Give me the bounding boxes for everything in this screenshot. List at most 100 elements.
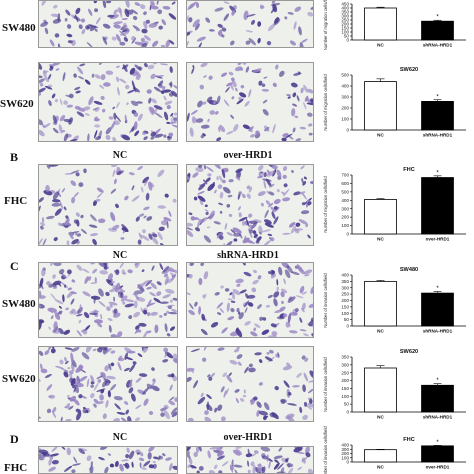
y-tick-label: 200: [341, 378, 349, 383]
chart-title: SW620: [400, 67, 418, 73]
cond-label-over-d: over-HRD1: [223, 432, 273, 443]
x-tick-label: NC: [377, 237, 384, 242]
x-tick-label: shRNA-HRD1: [423, 329, 453, 334]
x-tick-label: NC: [377, 329, 384, 334]
x-tick-label: shRNA-HRD1: [423, 133, 453, 138]
micrograph-sw620-shrna-invasion: [186, 346, 314, 422]
micrograph-sw620-nc-invasion: [38, 346, 178, 422]
chart-svg: Number of migration cells/field 0 100 200 30…: [323, 167, 466, 242]
y-tick-label: 450: [341, 2, 349, 7]
y-axis-label: Number of migration cells/field: [323, 176, 328, 233]
micrograph-texture: [187, 263, 313, 337]
y-tick-label: 300: [341, 285, 349, 290]
y-tick-label: 350: [341, 279, 349, 284]
y-tick-label: 0: [346, 128, 349, 133]
row-label-sw480-a: SW480: [2, 22, 36, 34]
cond-label-shrna-c: shRNA-HRD1: [217, 250, 279, 261]
bar-chart-sw480-migration: Number of migration cells/field 0 50 100 150…: [318, 0, 474, 52]
micrograph-fhc-over-migration: [186, 164, 314, 246]
x-tick-label: over-HRD1: [426, 465, 450, 470]
bar-chart-sw620-migration: Number of migration cells/field 0 100 200 30…: [318, 62, 474, 142]
y-axis-label: Number of migration cells/field: [323, 74, 328, 131]
bar: [421, 20, 454, 41]
y-tick-label: 0: [346, 410, 349, 415]
y-tick-label: 0: [346, 38, 349, 43]
micrograph-sw620-shrna-migration: [186, 62, 314, 142]
bar-chart-sw620-invasion: Number of invasion cells/field 0 50 100 150 2…: [318, 344, 474, 424]
y-tick-label: 700: [341, 173, 349, 178]
y-tick-label: 100: [341, 223, 349, 228]
significance-mark: *: [436, 378, 439, 384]
micrograph-texture: [187, 165, 313, 245]
bar: [364, 7, 397, 41]
y-tick-label: 400: [341, 273, 349, 278]
micrograph-fhc-nc-invasion: [38, 446, 178, 474]
x-tick-label: NC: [377, 133, 384, 138]
y-tick-label: 150: [341, 26, 349, 31]
y-tick-label: 400: [341, 84, 349, 89]
row-label-fhc-b: FHC: [4, 195, 28, 207]
panel-letter-b: B: [10, 150, 19, 164]
y-tick-label: 300: [341, 14, 349, 19]
y-axis-label: Number of invasion cells/field: [323, 426, 328, 474]
cond-label-over-b: over-HRD1: [223, 150, 273, 161]
y-tick-label: 50: [344, 317, 350, 322]
y-tick-label: 350: [341, 355, 349, 360]
chart-title: SW620: [400, 349, 418, 355]
micrograph-fhc-over-invasion: [186, 446, 314, 474]
y-tick-label: 300: [341, 95, 349, 100]
y-tick-label: 400: [341, 443, 349, 448]
y-tick-label: 0: [346, 460, 349, 465]
y-tick-label: 200: [341, 215, 349, 220]
row-label-sw480-c: SW480: [2, 298, 36, 310]
x-tick-label: over-HRD1: [426, 237, 450, 242]
y-tick-label: 150: [341, 386, 349, 391]
y-tick-label: 300: [341, 447, 349, 452]
bar-chart-fhc-invasion: Number of invasion cells/field 0 100 200 300…: [318, 426, 474, 474]
y-tick-label: 500: [341, 73, 349, 78]
y-tick-label: 500: [341, 189, 349, 194]
y-tick-label: 400: [341, 6, 349, 11]
y-tick-label: 250: [341, 18, 349, 23]
bar: [421, 101, 454, 131]
y-tick-label: 200: [341, 106, 349, 111]
micrograph-sw480-nc-migration: [38, 0, 178, 48]
y-tick-label: 100: [341, 30, 349, 35]
cond-label-nc-d: NC: [112, 432, 128, 443]
cond-label-nc-b: NC: [112, 150, 128, 161]
x-tick-label: NC: [377, 465, 384, 470]
y-tick-label: 250: [341, 292, 349, 297]
y-tick-label: 50: [344, 34, 350, 39]
y-tick-label: 350: [341, 10, 349, 15]
cond-label-nc-c: NC: [112, 250, 128, 261]
bar: [364, 367, 397, 413]
chart-title: FHC: [403, 167, 415, 173]
row-label-fhc-d: FHC: [4, 462, 28, 474]
y-tick-label: 0: [346, 232, 349, 237]
y-tick-label: 200: [341, 22, 349, 27]
bar: [364, 199, 397, 235]
significance-mark: *: [436, 286, 439, 292]
chart-svg: Number of invasion cells/field 0 50 100 150 2…: [323, 349, 466, 420]
y-tick-label: 100: [341, 311, 349, 316]
x-tick-label: NC: [377, 43, 384, 48]
bar: [364, 280, 397, 327]
y-tick-label: 150: [341, 304, 349, 309]
micrograph-texture: [187, 347, 313, 421]
bar: [364, 449, 397, 463]
y-tick-label: 50: [344, 402, 350, 407]
micrograph-sw480-shrna-migration: [186, 0, 314, 48]
bar: [364, 81, 397, 131]
x-tick-label: shRNA-HRD1: [423, 415, 453, 420]
micrograph-texture: [39, 347, 177, 421]
panel-letter-c: C: [10, 259, 19, 273]
significance-mark: *: [436, 94, 439, 100]
chart-title: SW480: [400, 267, 418, 273]
y-tick-label: 100: [341, 117, 349, 122]
x-tick-label: NC: [377, 415, 384, 420]
chart-svg: Number of migration cells/field 050100150…: [323, 0, 466, 50]
y-axis-label: Number of invasion cells/field: [323, 357, 328, 412]
y-tick-label: 0: [346, 324, 349, 329]
micrograph-texture: [187, 63, 313, 141]
bar-chart-sw480-invasion: Number of invasion cells/field 0 50 100 150 2…: [318, 262, 474, 338]
